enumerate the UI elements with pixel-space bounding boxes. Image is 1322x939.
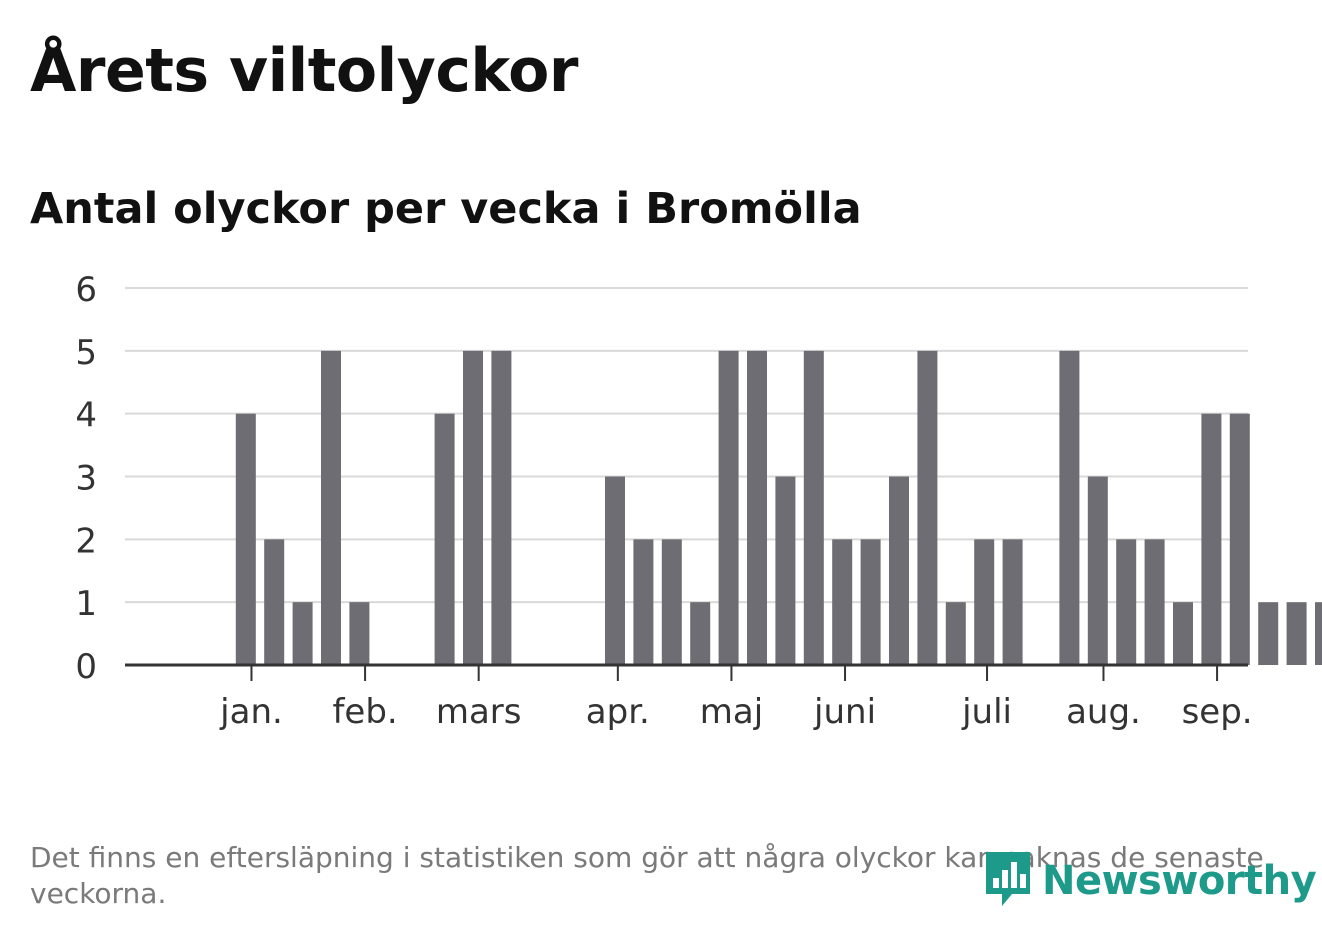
bar	[832, 539, 853, 665]
y-tick-label: 3	[75, 459, 97, 499]
chart-subtitle: Antal olyckor per vecka i Bromölla	[30, 184, 862, 234]
y-tick-label: 5	[75, 333, 97, 373]
y-tick-label: 0	[75, 647, 97, 687]
y-tick-label: 6	[75, 270, 97, 310]
bar	[661, 539, 682, 665]
bar-chart-speech-bubble-icon	[982, 848, 1034, 914]
x-tick-label: aug.	[1066, 692, 1141, 732]
bar	[690, 602, 711, 665]
y-tick-label: 2	[75, 521, 97, 561]
bar	[1116, 539, 1137, 665]
bar	[803, 350, 824, 665]
grid-lines	[125, 287, 1248, 604]
bar	[633, 539, 654, 665]
x-tick-label: jan.	[219, 692, 283, 732]
bar	[974, 539, 995, 665]
bar	[718, 350, 739, 665]
bar	[235, 413, 256, 665]
x-tick-label: apr.	[586, 692, 650, 732]
bar	[491, 350, 512, 665]
bar	[434, 413, 455, 665]
bar	[1002, 539, 1023, 665]
x-axis: jan. feb. mars apr. maj juni juli aug. sep.	[125, 663, 1253, 732]
bar	[1087, 476, 1108, 665]
bars	[235, 350, 1322, 665]
y-tick-label: 1	[75, 584, 97, 624]
bar	[605, 476, 625, 665]
y-tick-label: 4	[75, 396, 97, 436]
bar	[945, 602, 966, 665]
bar	[860, 539, 881, 665]
bar	[349, 602, 370, 665]
bar	[264, 539, 285, 665]
bar	[321, 350, 341, 665]
bar	[889, 476, 909, 665]
bar	[1201, 413, 1222, 665]
x-tick-label: juli	[961, 692, 1012, 732]
footnote: Det finns en eftersläpning i statistiken…	[30, 841, 1264, 910]
bar	[775, 476, 796, 665]
bar	[1059, 350, 1080, 665]
bar-chart: 0 1 2 3 4 5 6 jan. feb. mars apr. maj juni juli aug. s…	[75, 270, 1322, 732]
brand-logo[interactable]: Newsworthy	[982, 848, 1317, 914]
bar	[1286, 602, 1307, 665]
bar	[1173, 602, 1193, 665]
y-axis-tick-labels: 0 1 2 3 4 5 6	[75, 270, 97, 687]
x-tick-label: feb.	[332, 692, 397, 732]
x-tick-label: juni	[813, 692, 876, 732]
bar	[917, 350, 938, 665]
x-tick-label: maj	[700, 692, 763, 732]
bar	[1315, 602, 1322, 665]
bar	[1144, 539, 1165, 665]
x-tick-label: sep.	[1182, 692, 1253, 732]
bar	[747, 350, 767, 665]
x-tick-label: mars	[436, 692, 522, 732]
bar	[1229, 413, 1250, 665]
brand-name: Newsworthy	[1042, 858, 1317, 904]
bar	[1258, 602, 1279, 665]
chart-title: Årets viltolyckor	[30, 36, 579, 106]
bar	[463, 350, 483, 665]
bar	[292, 602, 313, 665]
